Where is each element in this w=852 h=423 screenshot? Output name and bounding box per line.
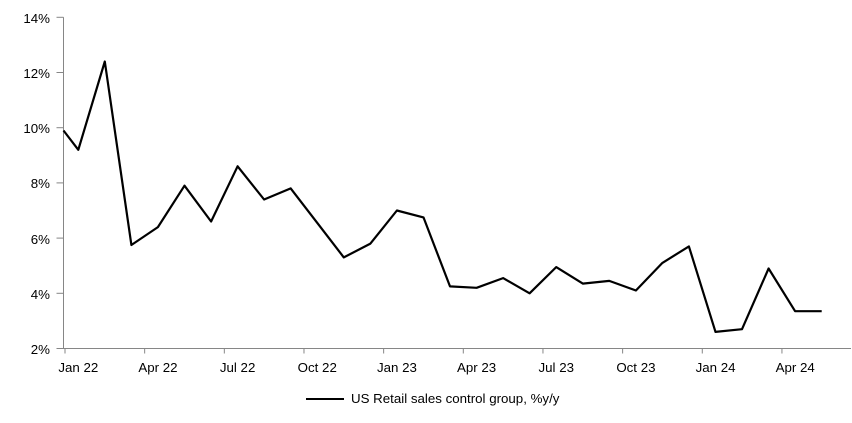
y-tick-label: 12% <box>23 66 50 81</box>
y-tick-label: 6% <box>30 231 50 247</box>
y-tick-label: 14% <box>23 10 50 26</box>
y-tick-label: 10% <box>23 121 50 137</box>
legend-line-sample <box>306 398 344 400</box>
x-tick-label: Apr 24 <box>775 360 815 375</box>
x-tick-label: Jul 22 <box>219 360 256 375</box>
x-tick-label: Jan 24 <box>695 360 736 375</box>
data-line <box>62 60 822 333</box>
x-tick-label: Jan 22 <box>58 360 99 375</box>
legend-label: US Retail sales control group, %y/y <box>351 391 560 406</box>
x-tick-label: Oct 22 <box>297 360 337 375</box>
x-tick-label: Apr 23 <box>457 360 497 375</box>
x-tick-label: Apr 22 <box>138 360 178 375</box>
y-tick-label: 4% <box>30 286 50 302</box>
x-tick-label: Jan 23 <box>376 360 417 375</box>
y-tick-label: 2% <box>30 342 50 357</box>
x-tick-label: Oct 23 <box>616 360 656 375</box>
x-tick-label: Jul 23 <box>538 360 574 375</box>
y-tick-label: 8% <box>30 176 50 192</box>
legend: US Retail sales control group, %y/y <box>306 391 559 407</box>
